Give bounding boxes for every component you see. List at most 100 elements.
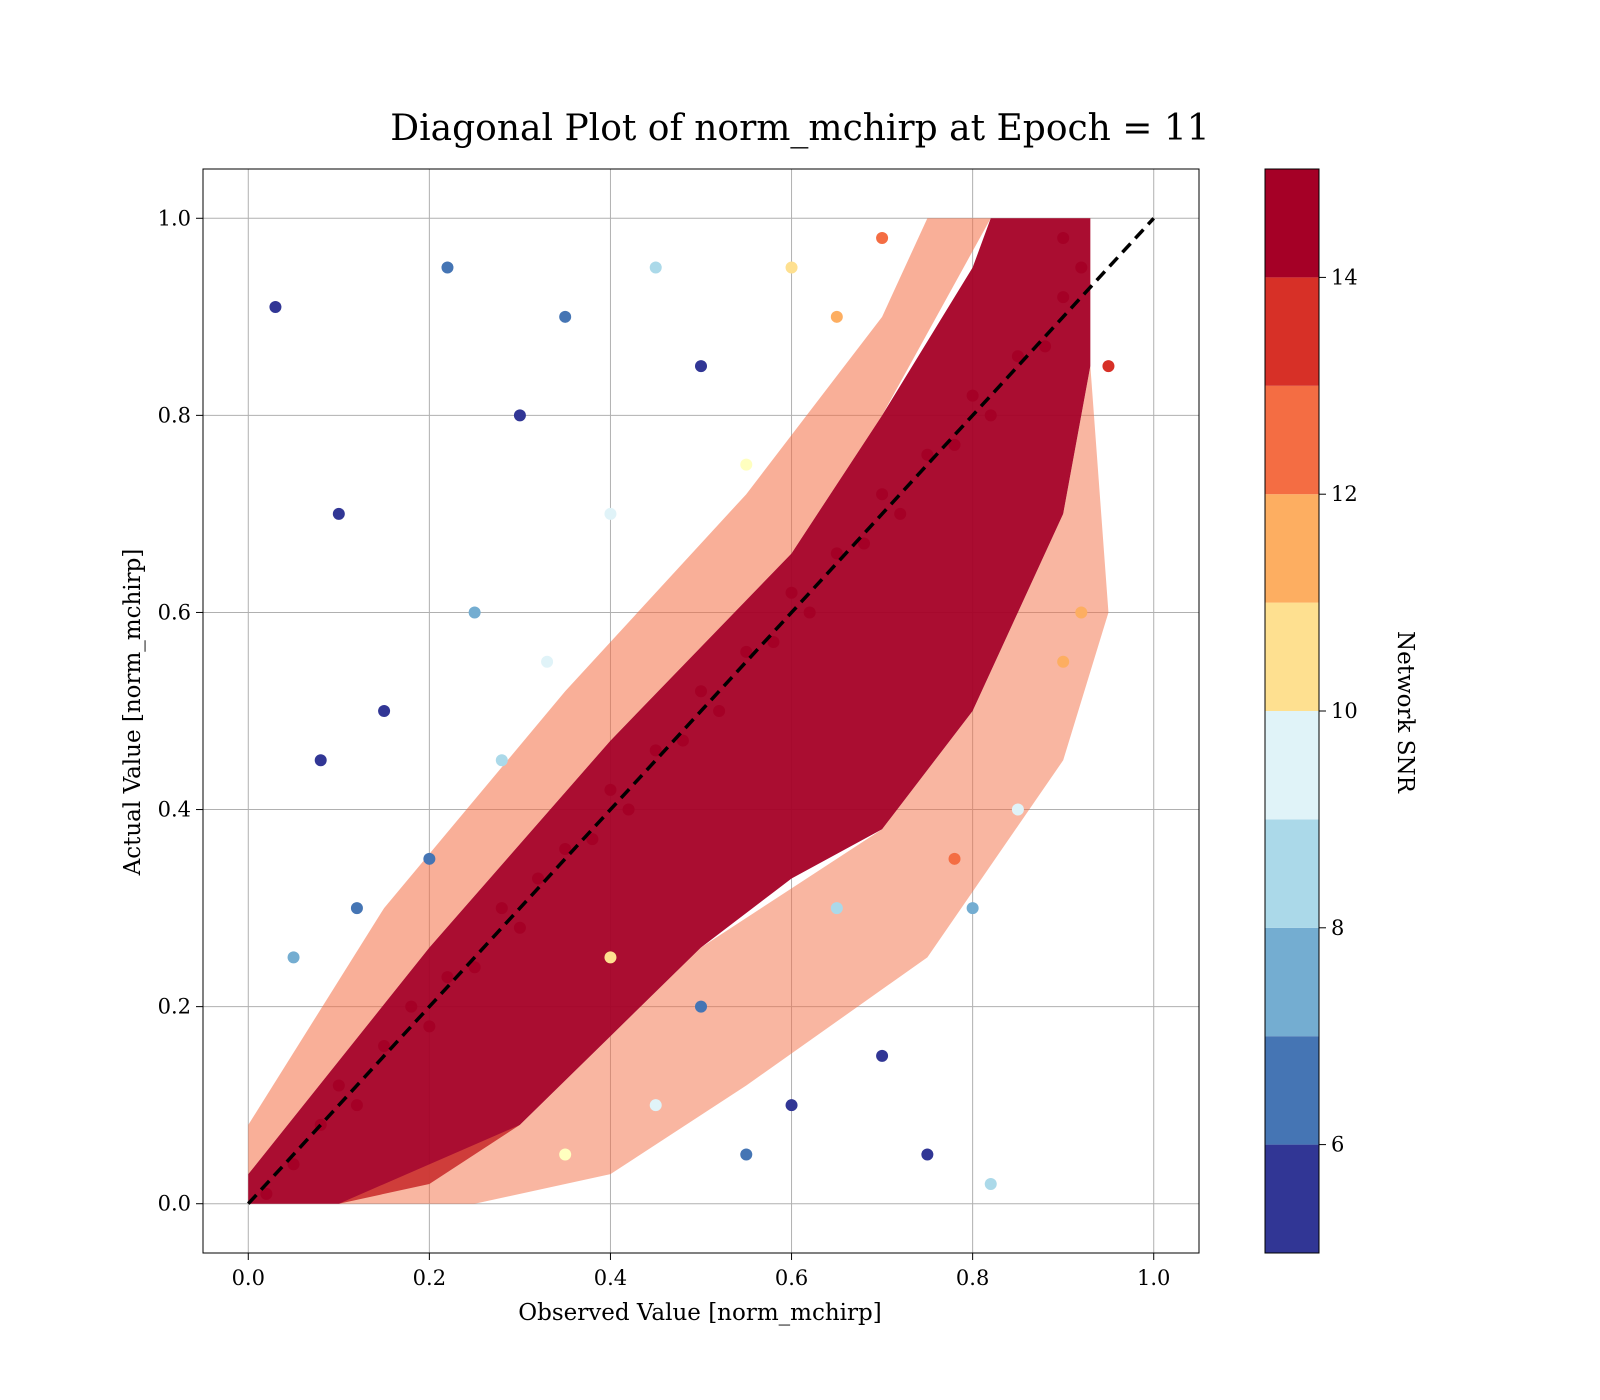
density-band	[248, 218, 1109, 1204]
scatter-point-48	[830, 310, 843, 323]
scatter-point-17	[649, 744, 662, 757]
scatter-point-6	[405, 1000, 418, 1013]
x-tick-label-5: 1.0	[1137, 1266, 1170, 1290]
colorbar-segment-5	[1265, 602, 1319, 711]
scatter-point-41	[468, 606, 481, 619]
scatter-point-20	[713, 705, 726, 717]
scatter-point-12	[532, 872, 545, 885]
scatter-point-46	[604, 507, 617, 520]
scatter-point-39	[378, 705, 391, 717]
colorbar-segment-2	[1265, 927, 1319, 1037]
colorbar-segment-9	[1265, 169, 1319, 278]
scatter-point-35	[1057, 291, 1070, 304]
y-axis-label: Actual Value [norm_mchirp]	[120, 549, 146, 877]
scatter-point-21	[740, 645, 753, 658]
colorbar-segment-3	[1265, 819, 1319, 928]
scatter-point-37	[1057, 231, 1070, 244]
colorbar-tick-label-0: 6	[1331, 1133, 1344, 1157]
colorbar-label: Network SNR	[1392, 631, 1418, 794]
reference-diagonal-line	[246, 217, 1156, 1205]
scatter-point-57	[541, 655, 554, 668]
scatter-point-51	[350, 902, 363, 915]
y-tick-label-4: 0.8	[158, 403, 191, 427]
scatter-point-42	[513, 409, 526, 422]
y-tick-label-2: 0.4	[158, 798, 191, 822]
scatter-point-40	[332, 507, 345, 520]
scatter-point-13	[559, 842, 572, 855]
scatter-point-64	[921, 1148, 934, 1161]
scatter-point-44	[649, 261, 662, 274]
colorbar-segment-4	[1265, 711, 1319, 820]
scatter-point-50	[740, 458, 753, 471]
scatter-point-14	[586, 833, 599, 846]
colorbar-segment-8	[1265, 277, 1319, 386]
colorbar-segment-0	[1265, 1144, 1319, 1253]
scatter-point-63	[1057, 655, 1070, 668]
x-tick-label-2: 0.4	[594, 1266, 627, 1290]
scatter-point-60	[876, 1049, 889, 1062]
scatter-point-29	[921, 448, 934, 461]
plot-frame	[202, 168, 1200, 1254]
scatter-point-30	[948, 438, 961, 451]
scatter-point-49	[876, 231, 889, 244]
scatter-point-73	[1102, 360, 1115, 373]
x-tick-label-1: 0.2	[413, 1266, 446, 1290]
scatter-point-28	[894, 507, 907, 520]
y-tick-label-3: 0.6	[158, 600, 191, 624]
scatter-point-10	[495, 902, 508, 915]
chart-title: Diagonal Plot of norm_mchirp at Epoch = …	[390, 108, 1209, 149]
high-snr-band	[248, 218, 1091, 1204]
scatter-point-3	[332, 1079, 345, 1092]
x-axis-label: Observed Value [norm_mchirp]	[518, 1300, 881, 1326]
y-tick-label-5: 1.0	[158, 206, 191, 230]
scatter-point-26	[857, 537, 870, 550]
scatter-point-16	[622, 803, 635, 816]
scatter-point-47	[785, 261, 798, 274]
scatter-point-5	[378, 1040, 391, 1053]
scatter-point-69	[604, 951, 617, 964]
scatter-point-18	[676, 734, 689, 747]
scatter-point-55	[441, 261, 454, 274]
mid-snr-halo-lower	[338, 366, 1109, 1204]
scatter-point-59	[785, 1099, 798, 1112]
x-tick-label-0: 0.0	[232, 1266, 265, 1290]
colorbar-tick-label-2: 10	[1331, 699, 1358, 723]
scatter-point-65	[830, 902, 843, 915]
scatter-points	[260, 231, 1115, 1200]
x-tick-label-3: 0.6	[775, 1266, 808, 1290]
scatter-point-45	[695, 360, 707, 373]
mid-snr-halo-upper	[248, 218, 991, 1204]
scatter-point-43	[559, 310, 572, 323]
scatter-point-68	[559, 1148, 572, 1161]
scatter-point-27	[876, 488, 889, 501]
scatter-point-4	[350, 1099, 363, 1112]
scatter-point-72	[1075, 606, 1088, 619]
scatter-point-9	[468, 961, 481, 974]
scatter-point-15	[604, 783, 617, 796]
scatter-point-0	[260, 1187, 273, 1200]
colorbar-tick-label-4: 14	[1331, 265, 1358, 289]
scatter-point-1	[287, 1158, 300, 1171]
scatter-point-66	[740, 1148, 753, 1161]
plot-area	[202, 168, 1200, 1254]
colorbar-tick-label-3: 12	[1331, 482, 1358, 506]
scatter-point-62	[1011, 803, 1024, 816]
scatter-point-33	[1011, 350, 1024, 363]
scatter-point-38	[423, 852, 436, 865]
colorbar: 6 8 10 12 14	[1264, 168, 1358, 1254]
x-axis: 0.0 0.2 0.4 0.6 0.8 1.0	[232, 1253, 1170, 1290]
colorbar-segment-1	[1265, 1036, 1319, 1145]
scatter-point-22	[767, 636, 780, 649]
scatter-point-56	[495, 754, 508, 767]
scatter-point-34	[1039, 340, 1052, 353]
scatter-point-52	[314, 754, 327, 767]
scatter-point-8	[441, 971, 454, 984]
scatter-point-58	[695, 1000, 707, 1013]
scatter-point-23	[785, 586, 798, 599]
scatter-point-67	[649, 1099, 662, 1112]
scatter-point-31	[966, 389, 979, 402]
x-tick-label-4: 0.8	[956, 1266, 989, 1290]
scatter-point-7	[423, 1020, 436, 1033]
scatter-point-71	[948, 852, 961, 865]
